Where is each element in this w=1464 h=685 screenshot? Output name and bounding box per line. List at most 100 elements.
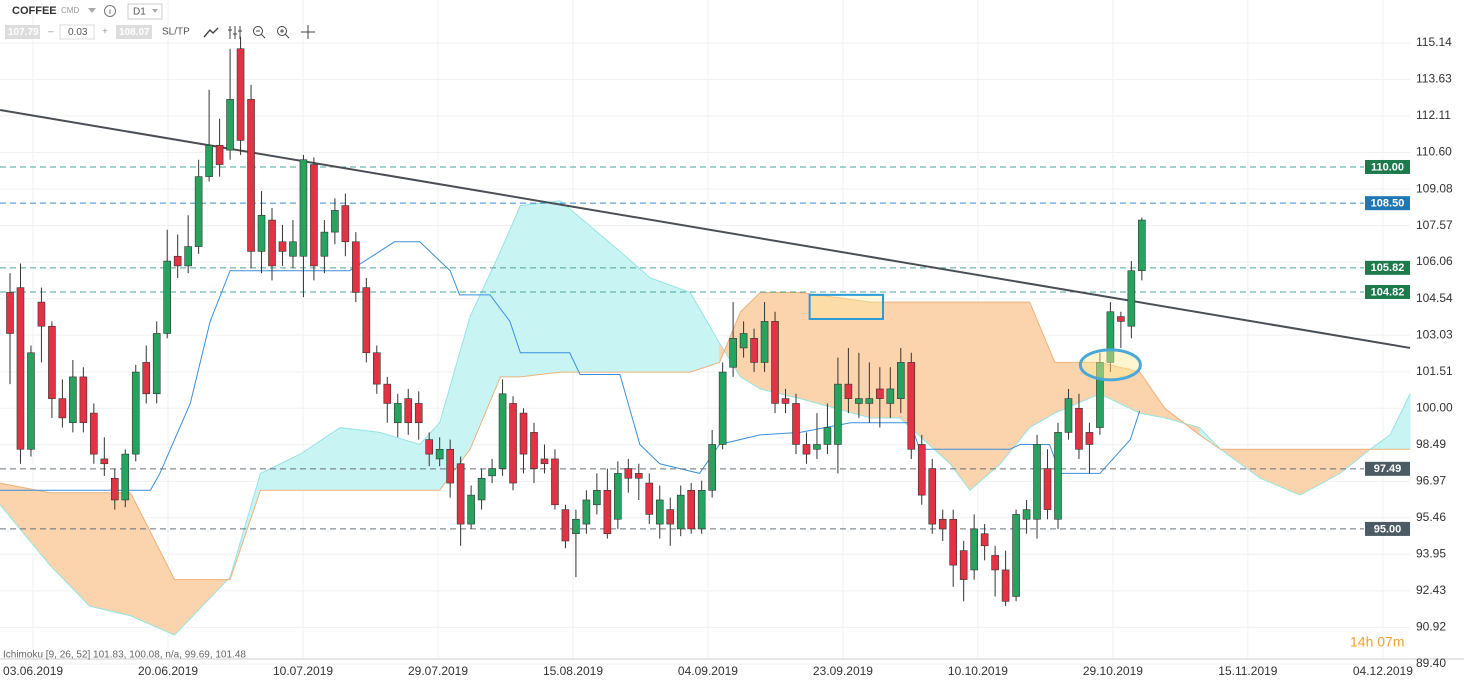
trendline xyxy=(0,109,1411,349)
bid[interactable]: 107.79 xyxy=(8,27,39,38)
candle-body xyxy=(760,321,769,363)
level-label-box xyxy=(1365,461,1410,476)
candle-body xyxy=(37,301,46,327)
candle-body xyxy=(152,333,161,395)
bid-box[interactable] xyxy=(5,25,40,39)
candle-body xyxy=(855,398,863,404)
candle-body xyxy=(299,159,308,257)
level-label-box xyxy=(1365,521,1410,536)
pan-tool[interactable] xyxy=(301,25,315,39)
candle-body xyxy=(844,383,853,399)
candle-body xyxy=(48,325,56,399)
candle-body xyxy=(718,371,727,445)
candle-body xyxy=(687,490,695,530)
zoom-out[interactable] xyxy=(253,26,263,36)
candle-body xyxy=(100,458,109,465)
level-label: 97.49 xyxy=(1374,463,1402,475)
x-tick-label: 03.06.2019 xyxy=(3,664,63,678)
candle-body xyxy=(404,398,413,424)
zoom-in[interactable] xyxy=(277,26,287,36)
candle-body xyxy=(802,444,811,455)
ask-box[interactable] xyxy=(116,25,152,39)
candle-body xyxy=(341,205,350,243)
candle-body xyxy=(603,490,612,535)
candle-body xyxy=(792,403,800,445)
indicator-label: Ichimoku [9, 26, 52] 101.83, 100.08, n/a… xyxy=(3,650,246,661)
candle-body xyxy=(320,231,329,257)
candle-body xyxy=(1043,468,1052,510)
cloud-fill xyxy=(949,301,971,492)
candle-body xyxy=(949,518,957,566)
info-icon[interactable] xyxy=(104,5,116,17)
zoom-in-mark xyxy=(280,29,290,39)
candle-body xyxy=(886,388,895,404)
zoom-out-mark xyxy=(256,30,266,39)
cloud-span-a xyxy=(0,200,1411,636)
candle-body xyxy=(215,144,224,165)
minus[interactable]: – xyxy=(48,27,54,38)
candle-body xyxy=(970,528,978,571)
highlight-ellipse xyxy=(1078,348,1142,382)
line-tool[interactable] xyxy=(203,27,219,38)
y-tick-label: 104.54 xyxy=(1416,291,1453,305)
kijun-line xyxy=(0,241,1141,491)
candle-body xyxy=(163,260,171,334)
y-tick-label: 113.63 xyxy=(1416,72,1452,86)
y-tick-label: 93.95 xyxy=(1416,546,1446,560)
y-tick-label: 101.51 xyxy=(1416,364,1453,378)
level-label-box xyxy=(1365,196,1410,211)
candle-body xyxy=(896,362,905,399)
sltp[interactable]: SL/TP xyxy=(162,27,190,38)
x-tick-label: 29.07.2019 xyxy=(408,664,468,678)
candle-body xyxy=(268,219,276,267)
candle-body xyxy=(551,458,559,506)
candle-body xyxy=(1054,432,1062,520)
candle-body xyxy=(142,362,151,395)
candle-tool[interactable] xyxy=(228,26,242,39)
x-tick-label: 04.09.2019 xyxy=(678,664,738,678)
ask[interactable]: 108.07 xyxy=(119,27,150,38)
level-label-box xyxy=(1365,159,1410,174)
spread[interactable]: 0.03 xyxy=(68,27,88,38)
cloud-fill xyxy=(969,301,1001,491)
candle-body xyxy=(435,448,444,460)
x-tick-label: 23.09.2019 xyxy=(813,664,873,678)
y-tick-label: 100.00 xyxy=(1416,400,1453,414)
symbol[interactable]: COFFEE xyxy=(12,5,57,17)
spread-box[interactable] xyxy=(59,24,95,40)
candle-body xyxy=(572,518,580,535)
candle-body xyxy=(257,214,266,252)
candle-body xyxy=(69,376,77,424)
candle-body xyxy=(624,468,633,479)
candle-body xyxy=(498,393,507,469)
candle-body xyxy=(1022,509,1031,520)
x-tick-label: 04.12.2019 xyxy=(1353,664,1413,678)
plus[interactable]: + xyxy=(102,27,108,38)
candle-body xyxy=(467,494,475,525)
x-tick-label: 29.10.2019 xyxy=(1083,664,1143,678)
candle-body xyxy=(6,292,14,334)
candle-body xyxy=(530,432,538,469)
y-tick-label: 92.43 xyxy=(1416,583,1446,597)
candle-body xyxy=(876,388,884,399)
highlight-box xyxy=(808,293,884,320)
timeframe-box[interactable] xyxy=(127,3,163,20)
candle-body xyxy=(236,48,245,141)
candle-body xyxy=(27,352,35,450)
timeframe-dropdown[interactable] xyxy=(152,9,158,13)
candle-body xyxy=(90,412,98,455)
cloud-span-b xyxy=(0,291,1411,581)
candle-body xyxy=(708,444,716,491)
symbol-dropdown[interactable] xyxy=(88,8,96,13)
candle-body xyxy=(959,550,968,580)
level-label: 104.82 xyxy=(1371,286,1405,298)
timeframe[interactable]: D1 xyxy=(133,7,146,18)
toolbar: COFFEE CMD D1 107.79 – 0.03 + 108.07 SL/… xyxy=(5,3,315,40)
candle-body xyxy=(739,333,748,349)
candle-body xyxy=(352,241,360,293)
candle-body xyxy=(834,383,842,445)
x-tick-label: 10.10.2019 xyxy=(948,664,1008,678)
x-tick-label: 20.06.2019 xyxy=(138,664,198,678)
y-tick-label: 96.97 xyxy=(1416,474,1446,488)
candle-body xyxy=(634,473,643,479)
